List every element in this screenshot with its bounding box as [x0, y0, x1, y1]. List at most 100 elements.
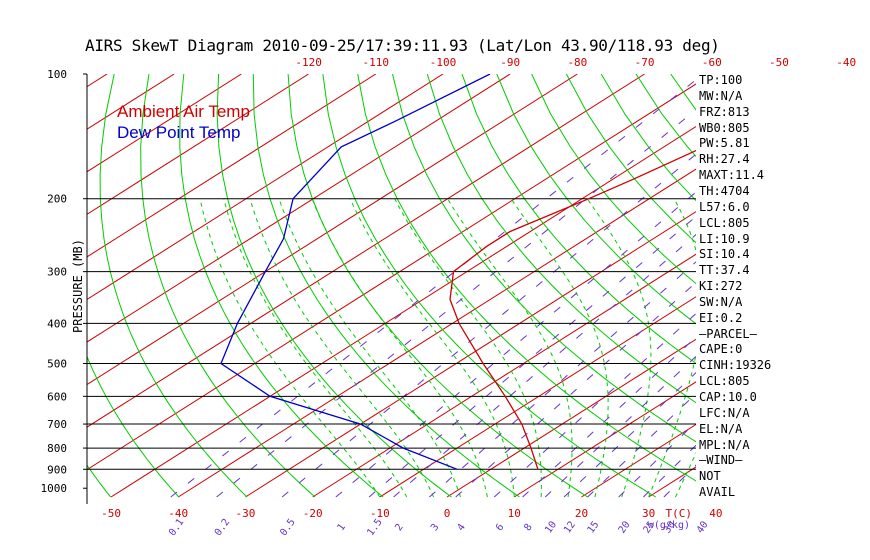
isotherm-line: [245, 211, 696, 498]
mixing-ratio-line: [368, 215, 696, 498]
pressure-tick-label: 900: [47, 463, 67, 476]
temp-tick-label: -20: [303, 507, 323, 520]
mixing-ratio-label: 2: [393, 522, 405, 533]
dewpoint-temp-line: [220, 74, 491, 470]
isotherm-line: [0, 74, 40, 497]
mixing-ratio-label: 40: [695, 519, 711, 535]
mixing-ratio-line: [643, 444, 696, 498]
isotherm-line: [87, 74, 377, 258]
mixing-ratio-label: 15: [586, 519, 602, 535]
stat-line: FRZ:813: [699, 104, 750, 119]
moist-adiabat: [349, 198, 515, 498]
top-temp-tick-label: -60: [702, 56, 722, 69]
pressure-tick-label: 200: [47, 193, 67, 206]
stat-line: LCL:805: [699, 374, 750, 389]
temp-tick-label: 0: [444, 507, 451, 520]
mixing-ratio-label: 12: [562, 519, 578, 535]
dry-adiabat: [287, 74, 588, 498]
isotherm-line: [581, 423, 696, 498]
pressure-tick-label: 600: [47, 390, 67, 403]
mixing-ratio-line: [663, 464, 696, 498]
stat-line: MW:N/A: [699, 88, 743, 103]
isotherm-line: [850, 74, 870, 497]
dry-adiabat: [810, 74, 870, 497]
top-temp-tick-label: -100: [430, 56, 457, 69]
mixing-ratio-label: 0.2: [213, 517, 232, 538]
pressure-tick-label: 100: [47, 68, 67, 81]
isotherm-line: [87, 74, 309, 215]
top-temp-tick-label: -70: [635, 56, 655, 69]
mixing-ratio-label: 4: [455, 522, 467, 533]
dry-adiabat: [426, 74, 696, 404]
mixing-ratio-label: 8: [522, 522, 534, 533]
mixing-ratio-label: 3: [429, 522, 441, 533]
mixing-ratio-line: [522, 336, 696, 498]
mixing-ratio-label: 0.1: [167, 517, 186, 538]
dry-adiabat: [775, 74, 870, 497]
stat-line: EI:0.2: [699, 310, 743, 325]
moist-adiabat: [510, 198, 609, 498]
temp-tick-label: -50: [101, 507, 121, 520]
stat-line: NOT: [699, 469, 721, 484]
moist-adiabat: [729, 199, 870, 497]
mixing-ratio-line: [281, 153, 696, 498]
stat-line: PW:5.81: [699, 136, 750, 151]
temp-unit-label: T(C): [666, 507, 693, 520]
dry-adiabat: [216, 74, 452, 498]
isotherm-line: [87, 74, 444, 301]
stat-line: CAP:10.0: [699, 390, 757, 404]
isotherm-line: [110, 125, 696, 498]
dry-adiabat: [99, 74, 248, 498]
temp-tick-label: 40: [709, 507, 722, 520]
temp-tick-label: 20: [575, 507, 588, 520]
isotherm-line: [513, 381, 696, 498]
top-temp-tick-label: -110: [363, 56, 390, 69]
dry-adiabat: [322, 74, 657, 498]
legend-ambient: Ambient Air Temp: [117, 102, 250, 121]
stat-line: —WIND—: [699, 453, 743, 468]
stat-line: —PARCEL—: [699, 326, 757, 341]
dry-adiabat: [252, 74, 520, 498]
stat-line: MPL:N/A: [699, 437, 750, 452]
mixing-ratio-label: 1: [336, 522, 348, 533]
stat-line: LI:10.9: [699, 231, 750, 246]
stat-line: CINH:19326: [699, 358, 772, 373]
moist-adiabat: [648, 198, 696, 498]
isotherm-lines: [0, 74, 870, 498]
stat-line: SI:10.4: [699, 247, 750, 262]
stat-line: TH:4704: [699, 183, 750, 198]
dry-adiabat: [179, 74, 384, 498]
mixing-ratio-line: [216, 109, 696, 498]
dry-adiabat: [357, 74, 696, 482]
isotherm-line: [87, 74, 511, 343]
mixing-ratio-line: [170, 79, 696, 498]
dry-adiabat: [87, 464, 112, 498]
stat-line: TP:100: [699, 73, 743, 87]
moist-adiabat: [278, 198, 461, 498]
stat-line: KI:272: [699, 279, 743, 293]
top-temp-tick-label: -50: [769, 56, 789, 69]
dry-adiabat: [392, 74, 696, 443]
isotherm-line: [87, 74, 645, 428]
stat-line: RH:27.4: [699, 152, 750, 167]
isotherm-line: [379, 296, 696, 498]
stat-line: LCL:805: [699, 215, 750, 230]
pressure-tick-label: 400: [47, 317, 67, 330]
isobar-lines: [87, 198, 696, 470]
temp-tick-label: -40: [168, 507, 188, 520]
moist-adiabats: [199, 198, 870, 498]
dry-adiabat: [461, 74, 696, 364]
moist-adiabat: [249, 198, 435, 498]
isotherm-line: [446, 338, 696, 498]
pressure-tick-label: 800: [47, 442, 67, 455]
stat-line: CAPE:0: [699, 342, 743, 357]
ambient-temp-line: [449, 149, 696, 470]
temp-tick-label: -30: [236, 507, 256, 520]
mixing-ratio-label: 1.5: [365, 517, 384, 538]
isotherm-line: [87, 83, 696, 471]
moist-adiabat: [223, 198, 408, 498]
temp-tick-label: -10: [370, 507, 390, 520]
dry-adiabat: [496, 74, 696, 325]
